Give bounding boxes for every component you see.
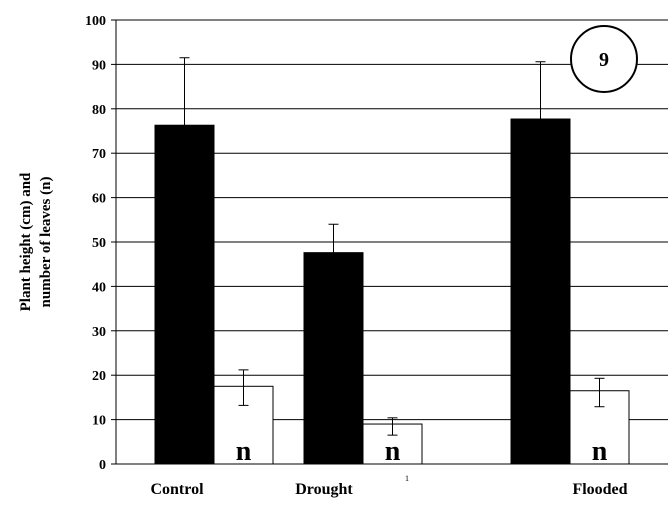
bar-marker-n: n — [385, 436, 401, 467]
bar — [303, 252, 364, 465]
x-category-label: Flooded — [572, 481, 627, 498]
y-tick-label: 50 — [92, 236, 106, 251]
y-tick-label: 20 — [92, 369, 106, 384]
y-axis-title-line-1: Plant height (cm) and — [18, 172, 34, 311]
labels: 0102030405060708090100nControlnDroughtnF… — [85, 14, 628, 498]
panel-label: 9 — [599, 49, 609, 71]
y-tick-label: 30 — [92, 325, 106, 340]
x-category-label: Control — [150, 481, 204, 498]
panel-badge-circle — [570, 25, 638, 93]
error-bars — [179, 57, 605, 436]
axes — [111, 19, 668, 465]
y-tick-label: 10 — [92, 414, 106, 429]
bars — [154, 118, 630, 465]
y-tick-label: 70 — [92, 147, 106, 162]
panel-badge: 9 — [570, 25, 638, 93]
stray-mark: 1 — [405, 474, 409, 483]
bar-marker-n: n — [236, 436, 252, 467]
y-tick-label: 80 — [92, 103, 106, 118]
y-tick-label: 0 — [99, 458, 106, 473]
y-tick-label: 90 — [92, 58, 106, 73]
y-axis-title: Plant height (cm) and number of leaves (… — [18, 172, 54, 311]
y-tick-label: 40 — [92, 280, 106, 295]
bar-marker-n: n — [592, 436, 608, 467]
y-axis-title-line-2: number of leaves (n) — [38, 177, 54, 308]
y-tick-label: 100 — [85, 14, 106, 29]
y-tick-label: 60 — [92, 192, 106, 207]
x-category-label: Drought — [295, 481, 353, 498]
